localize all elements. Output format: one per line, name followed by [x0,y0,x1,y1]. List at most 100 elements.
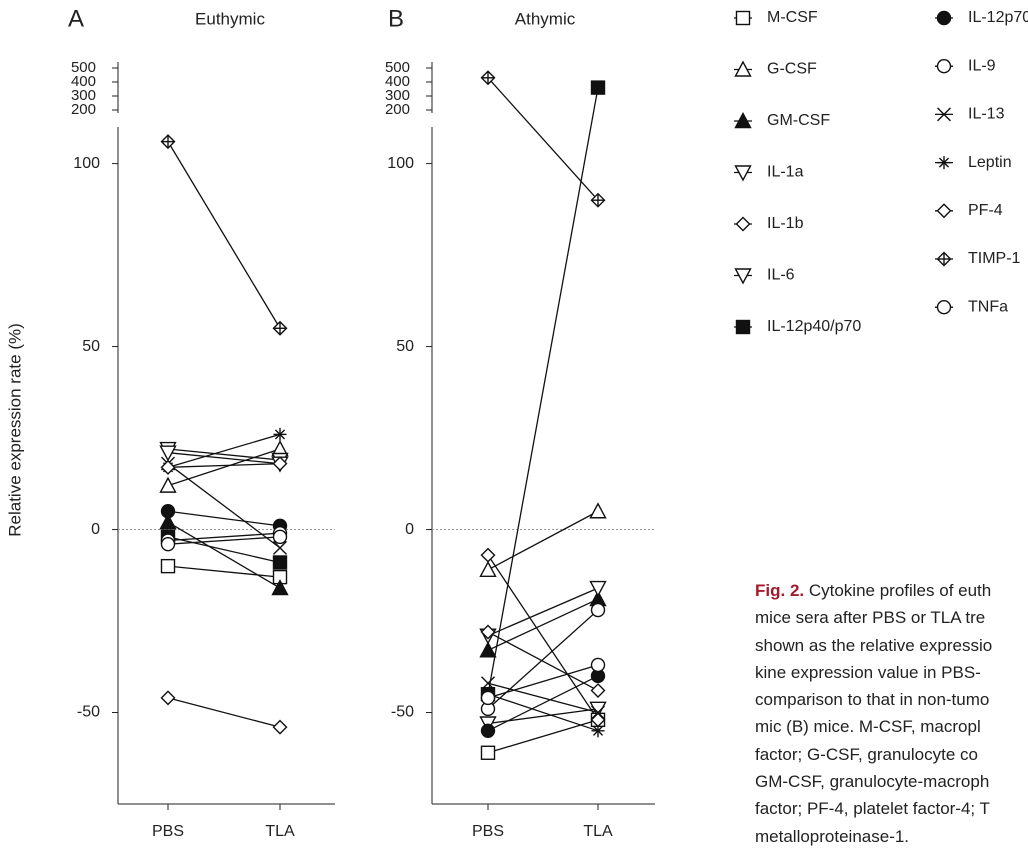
y-tick-label: 400 [385,73,410,90]
marker [160,459,176,475]
marker [735,10,751,26]
series-line [167,452,281,465]
series-line [487,664,599,699]
marker [735,216,751,232]
series-line [167,510,281,527]
y-tick-label: 50 [396,338,414,355]
marker-shape [734,165,752,182]
series-line [167,536,281,564]
marker-stroke [592,725,604,736]
marker-stroke [481,676,495,691]
marker [272,555,288,570]
marker-shape [734,112,752,129]
marker-shape [160,536,176,552]
marker-shape [590,657,606,673]
caption-line: mice sera after PBS or TLA tre [755,604,1028,631]
marker [734,112,752,129]
caption-text: kine expression value in PBS- [755,662,981,682]
marker [590,192,606,208]
marker [480,547,496,563]
panel-title: Athymic [515,9,576,28]
caption-line: factor; PF-4, platelet factor-4; T [755,795,1028,822]
series-line [487,554,599,721]
series-line [487,77,599,201]
caption-text: factor; G-CSF, granulocyte co [755,744,978,764]
marker [159,445,177,462]
marker-shape [160,504,176,519]
y-tick-label: 200 [71,101,96,118]
marker [590,657,606,673]
marker-shape [480,690,496,706]
marker-shape [480,745,496,760]
series-line [167,433,281,468]
marker-stroke [937,107,951,122]
y-tick-label: 300 [385,87,410,104]
y-tick-label: 100 [73,155,100,172]
caption-label: Fig. 2. [755,581,805,600]
marker [589,502,607,519]
series-lines [487,77,599,754]
marker-shape [735,319,751,335]
series-line [487,87,599,695]
marker-stroke [274,429,286,440]
marker-shape [590,80,606,95]
y-tick-label: 200 [385,101,410,118]
marker [936,300,952,315]
marker-shape [272,529,288,545]
marker-shape [272,719,288,735]
series-line [487,631,599,692]
caption-line: mic (B) mice. M-CSF, macropl [755,713,1028,740]
series-markers [159,134,289,735]
marker-shape [735,216,751,232]
marker-shape [480,547,496,563]
marker [480,70,496,86]
series-line [167,565,281,578]
marker-shape [159,445,177,462]
marker [734,268,752,285]
series-line [167,697,281,728]
y-axis-label: Relative expression rate (%) [5,323,24,537]
series-lines [167,141,281,728]
marker-shape [734,268,752,285]
y-tick-label: 400 [71,73,96,90]
marker [272,719,288,735]
y-tick-label: -50 [391,704,414,721]
marker [480,723,496,739]
caption-line: metalloproteinase-1. [755,823,1028,850]
legend-label: IL-1a [767,164,804,181]
marker [936,10,952,26]
series-line [167,463,281,468]
marker [273,540,287,555]
panel-title: Euthymic [195,9,265,28]
marker-shape [480,723,496,739]
marker [590,80,606,95]
marker [734,60,752,77]
marker-shape [936,58,952,74]
marker [272,529,288,545]
marker [480,745,496,760]
axis-break [430,114,653,121]
legend-label: IL-9 [968,57,996,74]
marker-shape [936,203,952,219]
marker-shape [936,300,952,315]
marker [590,712,606,728]
legend-label: IL-13 [968,106,1005,123]
caption-line: GM-CSF, granulocyte-macroph [755,768,1028,795]
legend-label: IL-6 [767,267,795,284]
marker [734,165,752,182]
y-tick-label: -50 [77,704,100,721]
series-line [167,448,281,487]
marker [589,580,607,598]
marker-shape [735,10,751,26]
legend-label: IL-12p70 [968,9,1028,26]
marker-shape [159,513,177,530]
marker-shape [480,624,496,640]
legend-label: G-CSF [767,61,817,78]
panel-label: B [388,5,404,32]
marker [735,319,751,335]
y-tick-label: 500 [71,59,96,76]
marker-shape [590,602,606,618]
caption-line: kine expression value in PBS- [755,659,1028,686]
marker [160,690,176,706]
